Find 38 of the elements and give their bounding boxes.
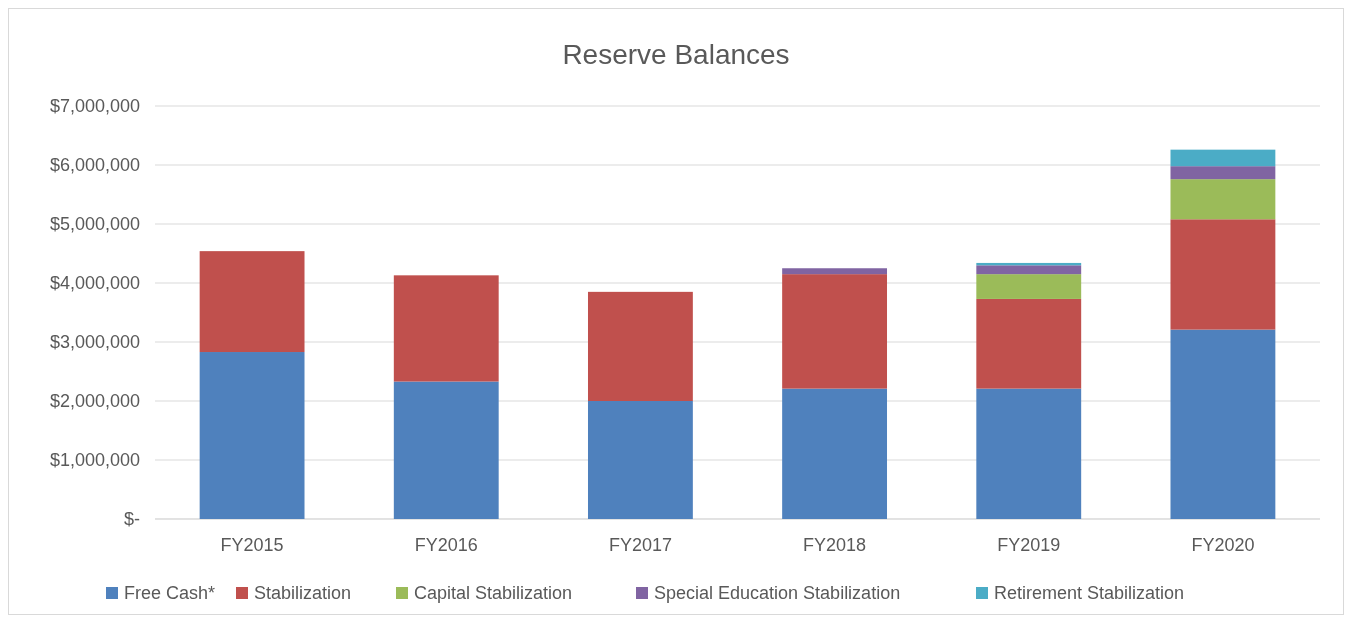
y-tick-label: $6,000,000 — [49, 155, 140, 176]
y-tick-label: $5,000,000 — [49, 214, 140, 235]
x-tick-label: FY2020 — [1191, 535, 1255, 555]
bar — [1170, 219, 1276, 330]
bar — [1170, 179, 1276, 220]
y-tick-label: $4,000,000 — [49, 273, 140, 294]
bar — [587, 401, 693, 519]
bar — [199, 352, 305, 519]
bar — [782, 388, 888, 519]
legend-label: Stabilization — [254, 583, 352, 603]
bar — [1170, 166, 1276, 180]
y-tick-label: $7,000,000 — [49, 96, 140, 117]
bar — [199, 251, 305, 353]
y-tick-label: $- — [123, 509, 140, 530]
bar — [393, 381, 499, 519]
bar — [976, 388, 1082, 519]
legend-label: Retirement Stabilization — [994, 583, 1185, 603]
legend-label: Special Education Stabilization — [654, 583, 901, 603]
bar — [393, 275, 499, 382]
bar — [782, 274, 888, 389]
x-tick-label: FY2016 — [414, 535, 478, 555]
y-tick-label: $1,000,000 — [49, 450, 140, 471]
bar — [1170, 329, 1276, 519]
bar — [1170, 149, 1276, 167]
legend-label: Free Cash* — [124, 583, 216, 603]
bar — [976, 298, 1082, 389]
x-tick-label: FY2019 — [997, 535, 1061, 555]
bar — [782, 268, 888, 275]
y-tick-label: $2,000,000 — [49, 391, 140, 412]
bar — [587, 291, 693, 401]
y-tick-label: $3,000,000 — [49, 332, 140, 353]
x-tick-label: FY2017 — [608, 535, 672, 555]
bar — [976, 265, 1082, 275]
x-tick-label: FY2018 — [803, 535, 867, 555]
legend-label: Capital Stabilization — [414, 583, 573, 603]
chart-title: Reserve Balances — [562, 39, 790, 70]
x-tick-label: FY2015 — [220, 535, 284, 555]
bar — [976, 274, 1082, 299]
